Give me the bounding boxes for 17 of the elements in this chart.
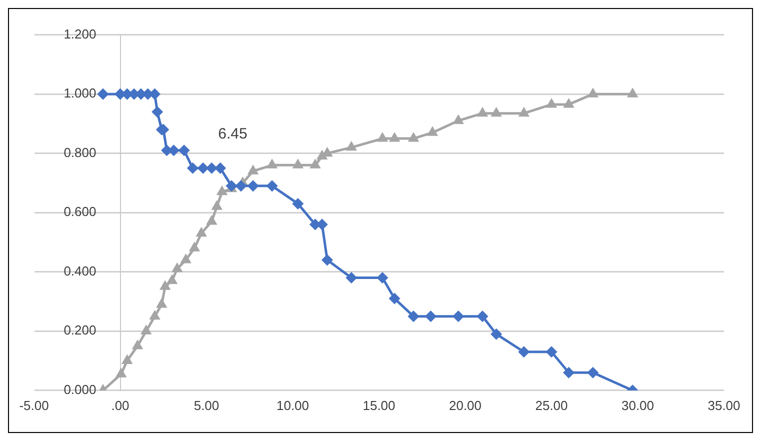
x-tick-label: -5.00 [19,398,49,413]
y-tick-label: 0.400 [64,263,96,278]
y-tick-label: 0.000 [64,382,96,397]
x-tick-label: 10.00 [276,398,310,413]
x-tick-label: 30.00 [621,398,654,413]
y-tick-label: 1.000 [64,86,96,101]
x-tick-label: 5.00 [194,398,220,413]
x-tick-label: 20.00 [448,398,482,413]
y-tick-label: 0.200 [64,322,96,338]
x-tick-label: 15.00 [362,398,396,413]
annotation: 6.45 [218,126,248,143]
y-tick-label: 0.800 [64,144,96,160]
x-tick-label: .00 [111,398,130,413]
y-tick-label: 0.600 [64,204,96,220]
y-tick-label: 1.200 [64,26,96,42]
x-tick-label: 35.00 [708,398,740,413]
x-tick-label: 25.00 [535,398,568,413]
